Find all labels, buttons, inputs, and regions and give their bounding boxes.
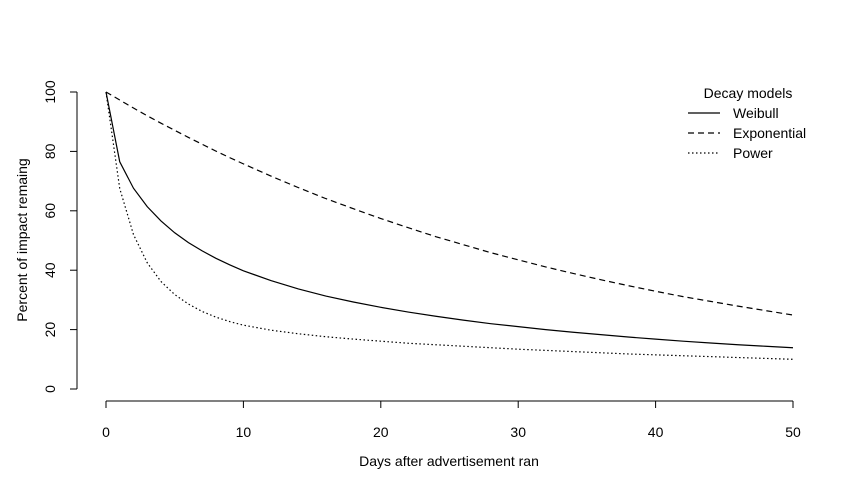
legend: Decay models Weibull Exponential Power (688, 85, 806, 161)
series-layer (105, 91, 794, 360)
y-tick-label: 80 (42, 143, 58, 159)
y-tick-label: 0 (42, 385, 58, 393)
x-tick-label: 40 (648, 424, 664, 440)
legend-label-weibull: Weibull (733, 105, 779, 121)
y-tick-label: 40 (42, 262, 58, 278)
series-line-power (105, 91, 794, 360)
x-tick-label: 20 (373, 424, 389, 440)
y-tick-label: 60 (42, 203, 58, 219)
y-tick-label: 20 (42, 322, 58, 338)
x-tick-label: 30 (510, 424, 526, 440)
x-tick-label: 50 (785, 424, 801, 440)
series-line-exponential (105, 91, 794, 316)
legend-label-power: Power (733, 145, 773, 161)
x-axis: 0 10 20 30 40 50 (102, 400, 801, 440)
legend-title: Decay models (704, 85, 793, 101)
legend-label-exponential: Exponential (733, 125, 806, 141)
y-tick-label: 100 (42, 80, 58, 104)
x-tick-label: 10 (236, 424, 252, 440)
series-line-weibull (105, 91, 794, 349)
x-axis-label: Days after advertisement ran (359, 453, 539, 469)
x-tick-label: 0 (102, 424, 110, 440)
y-axis-label: Percent of impact remaing (14, 158, 30, 321)
y-axis: 0 20 40 60 80 100 (42, 80, 78, 393)
